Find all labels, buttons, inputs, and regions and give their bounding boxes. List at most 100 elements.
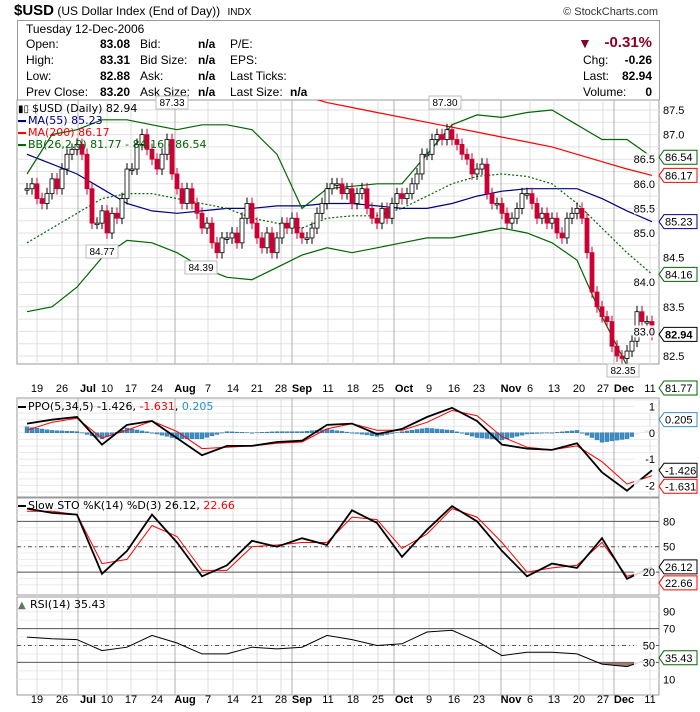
x-tick-label: 6 (527, 694, 533, 706)
ppo-line (26, 406, 653, 492)
x-tick-label: 17 (125, 694, 137, 706)
annotation-box (85, 244, 119, 259)
ppo-histogram-bar (564, 431, 570, 433)
x-tick-label: 28 (275, 694, 287, 706)
ppo-histogram-bar (529, 432, 535, 434)
ppo-histogram-bar (354, 432, 360, 434)
candle-body (414, 173, 420, 185)
candle-body (484, 163, 490, 195)
candle-body (434, 134, 440, 140)
sto-legend: Slow STO %K(14) %D(3) 26.12, 22.66 (28, 499, 235, 512)
x-tick-label: 24 (151, 694, 163, 706)
sto-axis-label-bg (634, 566, 656, 579)
candle-body (574, 207, 580, 214)
candle-body (594, 291, 600, 308)
rsi-legend: RSI(14) 35.43 (30, 598, 105, 611)
prev-close-value: 83.20 (99, 85, 130, 99)
ppo-signal-value: -1.631 (665, 481, 696, 493)
candle-body (579, 207, 585, 219)
candle-body (639, 311, 645, 322)
rsi-icon: ▲ (18, 600, 26, 611)
chg-value: -0.26 (624, 53, 652, 67)
grid (16, 99, 660, 696)
ma200-legend: MA(200) 86.17 (28, 126, 110, 139)
candle-body (204, 222, 210, 229)
price-legend: $USD (Daily) 82.94 (32, 102, 137, 115)
high-label: High: (26, 53, 55, 67)
ppo-histogram-bar (524, 432, 530, 435)
rsi-axis-label-bg (634, 656, 656, 669)
rsi-axis-label: 50 (643, 641, 655, 653)
bb-legend: BB(26,2.0) 81.77 - 84.16 - 86.54 (28, 138, 207, 151)
x-tick-label: 23 (473, 694, 485, 706)
candle-body (224, 237, 230, 240)
ppo-axis-label: -1 (645, 454, 655, 466)
ppo-axis-label-bg (634, 453, 656, 466)
candle-body (254, 222, 260, 239)
price-axis-label-bg (634, 325, 656, 338)
ppo-histogram-bar (449, 430, 455, 434)
price-axis-label: 87.0 (663, 130, 684, 142)
ppo-axis-label: 0 (649, 428, 655, 440)
ppo-histogram-bar (234, 431, 240, 434)
candle-body (354, 193, 360, 204)
candle-body (94, 222, 100, 226)
candle-body (199, 212, 205, 229)
annotation-box (428, 95, 462, 110)
bb-lower-value: 81.77 (665, 383, 693, 395)
ppo-histogram-bar (249, 432, 255, 434)
candle-body (304, 237, 310, 240)
price-axis-label: 85.0 (634, 228, 655, 240)
price-annotation: 84.39 (188, 263, 213, 274)
candle-body (269, 232, 275, 254)
candle-body (144, 134, 150, 150)
candle-body (124, 168, 130, 199)
x-tick-label: 10 (101, 694, 113, 706)
candle-body (504, 212, 510, 224)
candle-body (74, 144, 80, 150)
ppo-axis-label: -2 (645, 480, 655, 492)
chg-label: Chg: (583, 53, 609, 67)
panel-frame (16, 99, 660, 365)
candle-body (34, 183, 40, 199)
ma200-line (316, 100, 653, 176)
chart-labels: 19192626JulJul101017172424AugAug77141421… (18, 95, 698, 706)
sto-d-value: 22.66 (665, 578, 693, 590)
candle-body (529, 193, 535, 204)
ppo-axis-label: 1 (649, 402, 655, 414)
x-tick-label: 10 (101, 383, 113, 395)
ppo-histogram-bar (364, 432, 370, 436)
candle-body (584, 217, 590, 254)
candle-body (619, 355, 625, 359)
candle-body (389, 203, 395, 219)
annotation-box (184, 260, 218, 275)
x-tick-label: 19 (31, 694, 43, 706)
high-value: 83.31 (99, 53, 130, 67)
candle-body (169, 139, 175, 175)
ppo-histogram-bar (289, 431, 295, 433)
candle-body (609, 321, 615, 347)
ppo-histogram-bar (299, 431, 305, 433)
candle-body (534, 203, 540, 219)
price-overlays (24, 100, 655, 364)
ppo-histogram-bar (594, 432, 600, 441)
ppo-hist-value: 0.205 (665, 415, 693, 427)
price-axis-label-bg (634, 276, 656, 289)
candle-body (644, 321, 650, 324)
x-tick-label: Nov (501, 694, 523, 706)
x-tick-label: 16 (448, 383, 460, 395)
copyright[interactable]: © StockCharts.com (563, 6, 658, 18)
candle-body (309, 227, 315, 239)
ppo-histogram-bar (444, 429, 450, 433)
candle-body (54, 178, 60, 190)
low-label: Low: (26, 69, 52, 83)
candle-body (314, 212, 320, 229)
ppo-histogram-bar (434, 428, 440, 433)
x-tick-label: 13 (548, 383, 560, 395)
ppo-histogram-bar (574, 430, 580, 434)
candle-body (409, 183, 415, 195)
ppo-histogram-bar (474, 432, 480, 438)
ppo-histogram-bar (309, 430, 315, 434)
price-axis-label-bg (634, 202, 656, 215)
